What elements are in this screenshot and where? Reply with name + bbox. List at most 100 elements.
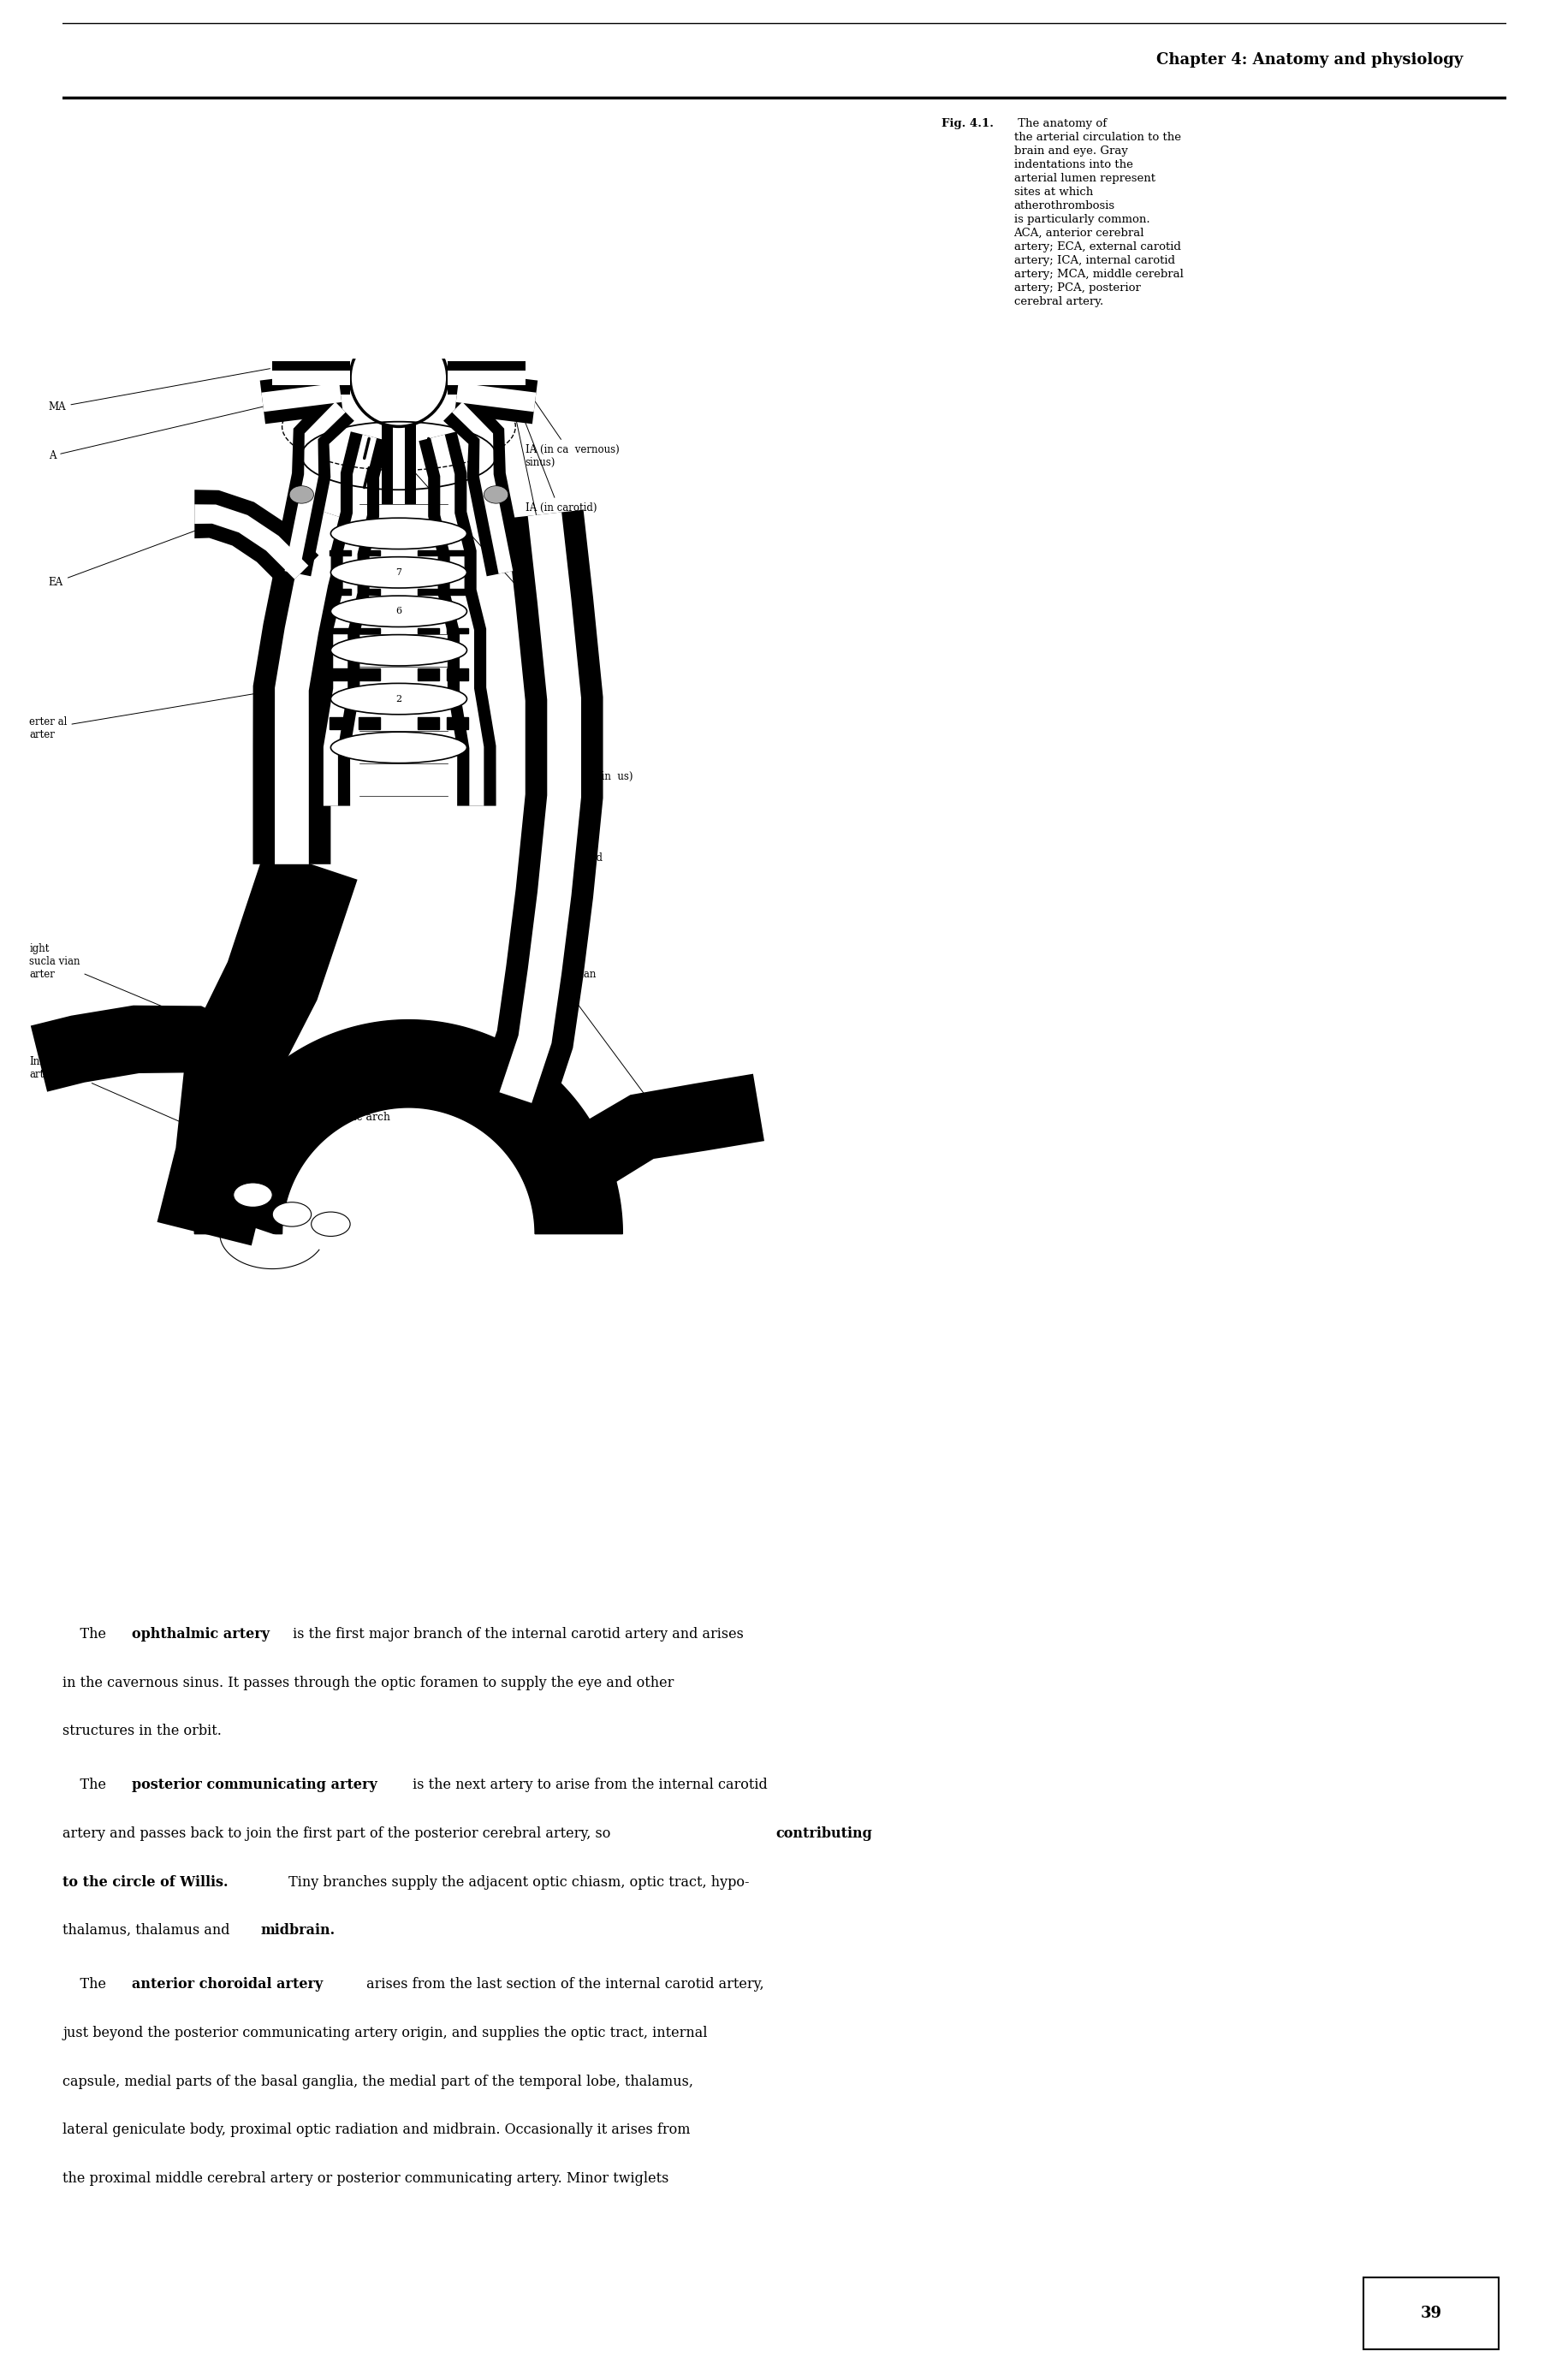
Bar <box>329 669 351 681</box>
Text: oramen
magnum: oramen magnum <box>497 458 569 711</box>
Polygon shape <box>381 416 416 503</box>
Polygon shape <box>31 1004 249 1092</box>
Ellipse shape <box>483 487 508 503</box>
Text: et sucla   vian
arter: et sucla vian arter <box>525 969 660 1115</box>
Polygon shape <box>499 513 580 1104</box>
Polygon shape <box>452 402 513 574</box>
Polygon shape <box>419 432 495 806</box>
Bar <box>447 588 467 595</box>
Text: IA (in carotid)
canal): IA (in carotid) canal) <box>516 399 596 527</box>
Bar <box>447 629 467 633</box>
Bar <box>359 669 379 681</box>
Bar <box>359 551 379 555</box>
Bar <box>364 272 433 295</box>
Text: is the first major branch of the internal carotid artery and arises: is the first major branch of the interna… <box>289 1628 743 1642</box>
Bar <box>359 716 379 730</box>
Text: The: The <box>63 1628 111 1642</box>
Bar <box>329 588 351 595</box>
Ellipse shape <box>234 1184 273 1207</box>
Text: lateral geniculate body, proximal optic radiation and midbrain. Occasionally it : lateral geniculate body, proximal optic … <box>63 2122 690 2136</box>
Bar <box>417 629 439 633</box>
Text: asilar ar  ter: asilar ar ter <box>409 468 588 636</box>
Text: artery and passes back to join the first part of the posterior cerebral artery, : artery and passes back to join the first… <box>63 1827 615 1841</box>
Text: MA: MA <box>49 369 270 414</box>
Circle shape <box>350 328 447 428</box>
Text: 7: 7 <box>395 567 401 577</box>
Ellipse shape <box>331 636 467 666</box>
Text: Innominate
arter: Innominate arter <box>30 1056 212 1137</box>
Text: midbrain.: midbrain. <box>260 1923 334 1938</box>
Bar <box>417 551 439 555</box>
Text: Chapter 4: Anatomy and physiology: Chapter 4: Anatomy and physiology <box>1156 52 1461 69</box>
Text: is the next artery to arise from the internal carotid: is the next artery to arise from the int… <box>408 1777 767 1794</box>
Bar <box>447 716 467 730</box>
Ellipse shape <box>331 558 467 588</box>
Ellipse shape <box>331 733 467 763</box>
Bar <box>359 629 379 633</box>
Polygon shape <box>194 489 318 591</box>
Bar <box>417 669 439 681</box>
Text: to the circle of Willis.: to the circle of Willis. <box>63 1874 229 1890</box>
Text: erter al
arter: erter al arter <box>30 690 279 740</box>
Text: Tiny branches supply the adjacent optic chiasm, optic tract, hypo-: Tiny branches supply the adjacent optic … <box>284 1874 750 1890</box>
Polygon shape <box>157 848 358 1245</box>
Polygon shape <box>447 371 525 385</box>
FancyArrowPatch shape <box>428 440 433 458</box>
Ellipse shape <box>331 683 467 714</box>
Polygon shape <box>411 243 439 274</box>
Polygon shape <box>194 1021 622 1233</box>
Text: structures in the orbit.: structures in the orbit. <box>63 1725 221 1739</box>
Text: The anatomy of
the arterial circulation to the
brain and eye. Gray
indentations : The anatomy of the arterial circulation … <box>1013 118 1182 307</box>
Text: posterior communicating artery: posterior communicating artery <box>132 1777 376 1794</box>
FancyArrowPatch shape <box>364 468 368 487</box>
Polygon shape <box>274 508 347 865</box>
Polygon shape <box>260 371 343 423</box>
Polygon shape <box>392 416 405 503</box>
FancyBboxPatch shape <box>1363 2278 1497 2349</box>
Polygon shape <box>284 402 345 574</box>
Polygon shape <box>405 286 441 338</box>
Polygon shape <box>273 392 354 577</box>
Bar <box>417 716 439 730</box>
Text: the proximal middle cerebral artery or posterior communicating artery. Minor twi: the proximal middle cerebral artery or p… <box>63 2172 668 2186</box>
Text: A: A <box>49 402 279 461</box>
Text: Skull ase: Skull ase <box>516 418 571 579</box>
Text: arises from the last section of the internal carotid artery,: arises from the last section of the inte… <box>362 1978 764 1992</box>
Text: IA (in carotid sin  us): IA (in carotid sin us) <box>506 536 632 782</box>
Polygon shape <box>323 435 376 806</box>
Polygon shape <box>252 501 367 865</box>
Text: EA: EA <box>49 525 212 588</box>
Polygon shape <box>478 510 602 1111</box>
Text: The: The <box>63 1777 111 1794</box>
Bar <box>329 716 351 730</box>
Ellipse shape <box>289 487 314 503</box>
Text: Aortic arch: Aortic arch <box>329 1111 390 1122</box>
Text: 2: 2 <box>395 695 401 704</box>
Ellipse shape <box>331 595 467 626</box>
Polygon shape <box>194 503 309 579</box>
Ellipse shape <box>310 1212 350 1236</box>
Polygon shape <box>358 243 386 274</box>
Text: Fig. 4.1.: Fig. 4.1. <box>941 118 993 130</box>
Polygon shape <box>273 371 350 385</box>
Polygon shape <box>262 383 342 411</box>
FancyArrowPatch shape <box>364 440 368 458</box>
Text: 39: 39 <box>1419 2306 1441 2320</box>
Polygon shape <box>273 362 350 395</box>
Text: contributing: contributing <box>775 1827 872 1841</box>
Bar <box>359 588 379 595</box>
Polygon shape <box>430 435 483 806</box>
Polygon shape <box>310 432 389 806</box>
Polygon shape <box>447 362 525 395</box>
Bar <box>447 669 467 681</box>
Polygon shape <box>575 1073 764 1186</box>
Bar <box>447 551 467 555</box>
Text: just beyond the posterior communicating artery origin, and supplies the optic tr: just beyond the posterior communicating … <box>63 2025 707 2039</box>
Text: ight
sucla vian
arter: ight sucla vian arter <box>30 943 193 1018</box>
Text: IA (in ca  vernous)
sinus): IA (in ca vernous) sinus) <box>516 376 619 468</box>
Text: ophthalmic artery: ophthalmic artery <box>132 1628 270 1642</box>
Text: capsule, medial parts of the basal ganglia, the medial part of the temporal lobe: capsule, medial parts of the basal gangl… <box>63 2075 693 2089</box>
Polygon shape <box>455 371 538 423</box>
Text: thalamus, thalamus and: thalamus, thalamus and <box>63 1923 234 1938</box>
Text: The: The <box>63 1978 111 1992</box>
